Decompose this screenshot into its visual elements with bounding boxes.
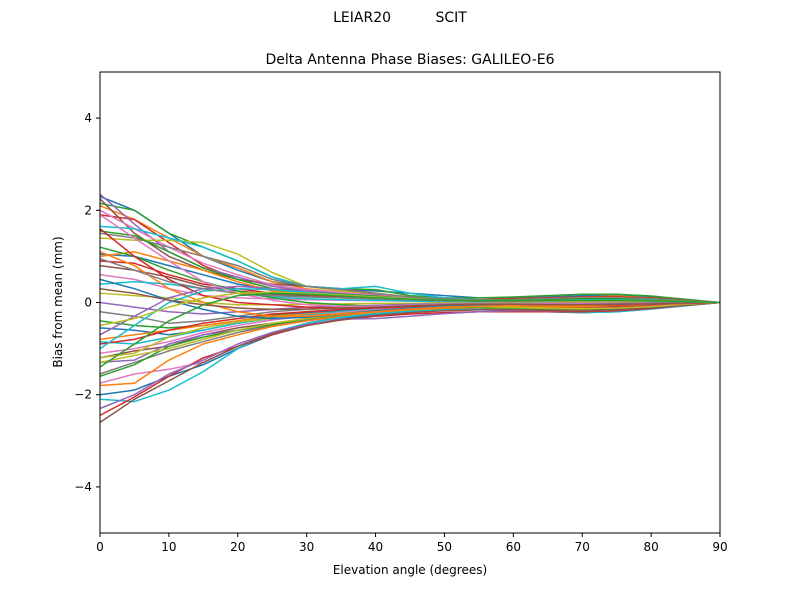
- series-layer: [99, 193, 721, 424]
- x-tick-label: 0: [96, 540, 104, 554]
- x-tick-label: 70: [575, 540, 590, 554]
- figure-suptitle: LEIAR20 SCIT: [333, 10, 467, 26]
- series-line-35: [99, 301, 721, 403]
- x-tick-label: 10: [161, 540, 176, 554]
- x-tick-label: 80: [643, 540, 658, 554]
- series-line-10: [99, 232, 721, 304]
- x-tick-label: 60: [506, 540, 521, 554]
- x-axis-label: Elevation angle (degrees): [333, 563, 487, 577]
- y-tick-label: 2: [84, 203, 92, 217]
- x-tick-label: 90: [712, 540, 727, 554]
- series-line-19: [99, 301, 720, 315]
- x-tick-label: 50: [437, 540, 452, 554]
- x-axis-ticks: 0 10 20 30 40 50 60 70 80 90: [96, 533, 728, 554]
- series-line-38: [99, 301, 721, 424]
- series-line-25: [99, 301, 721, 345]
- y-tick-label: 4: [84, 111, 92, 125]
- x-tick-label: 30: [299, 540, 314, 554]
- y-tick-label: −4: [74, 480, 92, 494]
- y-axis-ticks: −4 −2 0 2 4: [74, 111, 100, 494]
- y-tick-label: 0: [84, 296, 92, 310]
- series-line-50: [99, 292, 721, 368]
- series-line-36: [99, 301, 721, 417]
- x-tick-label: 20: [230, 540, 245, 554]
- y-axis-label: Bias from mean (mm): [51, 236, 65, 367]
- y-tick-label: −2: [74, 388, 92, 402]
- x-tick-label: 40: [368, 540, 383, 554]
- plot-title: Delta Antenna Phase Biases: GALILEO-E6: [265, 52, 554, 68]
